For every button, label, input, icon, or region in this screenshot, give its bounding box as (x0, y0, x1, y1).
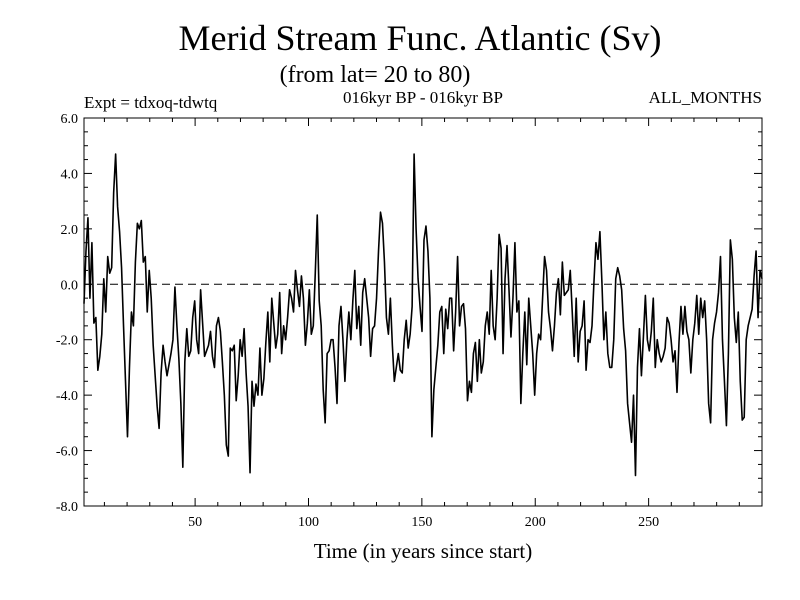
plot-area: -8.0 -6.0 -4.0 -2.0 0.0 2.0 4.0 6.0 50 100 150 200… (56, 112, 763, 530)
x-tick-label: 250 (638, 515, 659, 530)
y-tick-label: -2.0 (56, 334, 78, 349)
x-axis-label: Time (in years since start) (314, 539, 533, 563)
period-label: 016kyr BP - 016kyr BP (343, 88, 503, 107)
y-tick-label: -4.0 (56, 389, 78, 404)
experiment-label: Expt = tdxoq-tdwtq (84, 93, 218, 112)
y-tick-label: 2.0 (61, 223, 79, 238)
y-tick-label: 6.0 (61, 112, 79, 127)
y-tick-label: -6.0 (56, 445, 78, 460)
y-tick-label: -8.0 (56, 500, 78, 515)
y-tick-label: 4.0 (61, 167, 79, 182)
months-label: ALL_MONTHS (649, 88, 762, 107)
x-tick-label: 150 (411, 515, 432, 530)
chart-title: Merid Stream Func. Atlantic (Sv) (179, 18, 662, 58)
x-tick-label: 100 (298, 515, 319, 530)
x-axis: 50 100 150 200 250 (103, 118, 763, 530)
x-tick-label: 200 (525, 515, 546, 530)
x-tick-label: 50 (188, 515, 202, 530)
y-axis: -8.0 -6.0 -4.0 -2.0 0.0 2.0 4.0 6.0 (56, 112, 762, 515)
chart-subtitle: (from lat= 20 to 80) (280, 62, 471, 88)
y-tick-label: 0.0 (61, 278, 79, 293)
series-line (83, 153, 763, 477)
